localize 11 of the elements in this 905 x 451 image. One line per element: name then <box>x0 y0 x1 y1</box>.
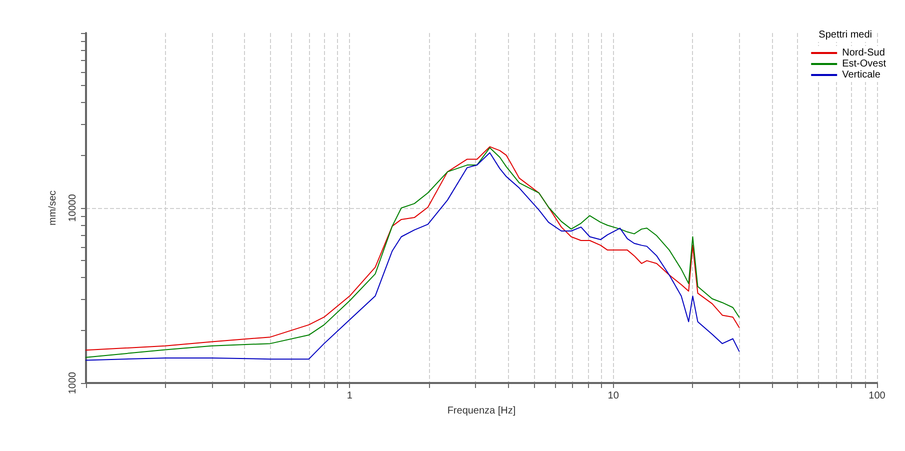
x-tick-label: 10 <box>608 390 620 402</box>
legend-label: Est-Ovest <box>842 58 886 70</box>
y-axis-title: mm/sec <box>48 190 58 226</box>
y-tick-label: 10000 <box>68 194 78 222</box>
x-axis-title: Frequenza [Hz] <box>447 405 516 416</box>
y-tick-label: 1000 <box>68 371 78 394</box>
x-tick-label: 1 <box>346 390 353 402</box>
legend-label: Nord-Sud <box>842 48 885 58</box>
legend-label: Verticale <box>842 70 881 80</box>
legend-title: Spettri medi <box>818 30 872 40</box>
x-tick-label: 100 <box>868 390 886 402</box>
